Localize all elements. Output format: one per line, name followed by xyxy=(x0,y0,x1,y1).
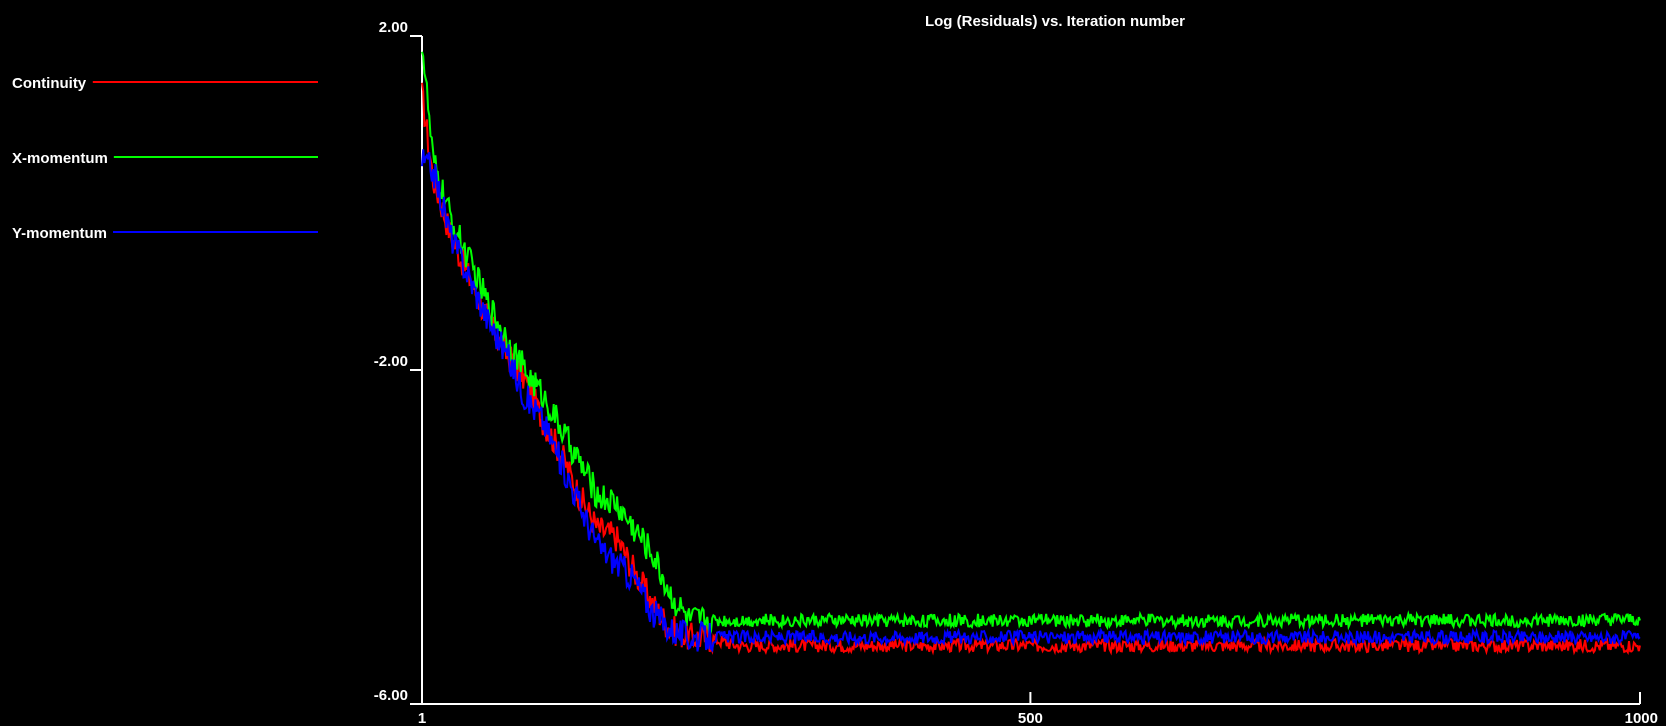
y-tick-label: -2.00 xyxy=(374,353,408,370)
x-tick-label: 1 xyxy=(418,710,426,726)
series-line-x-momentum xyxy=(421,51,1641,636)
plot-area xyxy=(421,51,1641,656)
legend-label: Y-momentum xyxy=(12,225,107,242)
legend-label: Continuity xyxy=(12,75,87,92)
series-line-continuity xyxy=(421,82,1641,656)
y-tick-label: -6.00 xyxy=(374,687,408,704)
chart-title: Log (Residuals) vs. Iteration number xyxy=(925,13,1185,30)
legend-label: X-momentum xyxy=(12,150,108,167)
legend: Continuity X-momentum Y-momentum xyxy=(12,75,318,242)
y-tick-label: 2.00 xyxy=(379,19,408,36)
x-tick-label: 500 xyxy=(1018,710,1043,726)
series-line-y-momentum xyxy=(421,149,1641,653)
x-tick-label: 1000 xyxy=(1625,710,1658,726)
axes: 2.00 -2.00 -6.00 1 500 1000 xyxy=(374,19,1658,726)
